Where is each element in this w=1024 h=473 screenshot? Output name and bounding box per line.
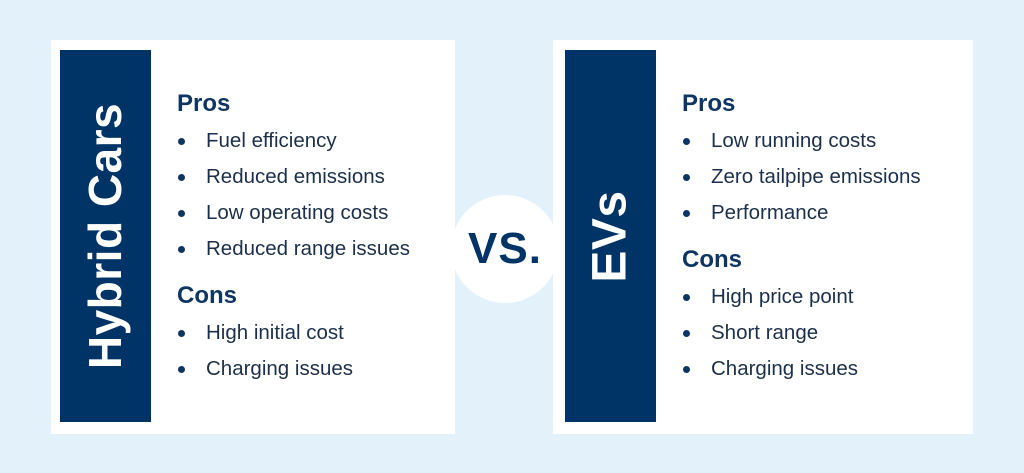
list-item-label: Short range bbox=[711, 321, 819, 344]
hybrid-pros-list: Fuel efficiency Reduced emissions Low op… bbox=[177, 123, 410, 267]
bullet-icon bbox=[178, 246, 185, 253]
evs-title: EVs bbox=[584, 189, 638, 283]
bullet-icon bbox=[178, 138, 185, 145]
list-item-label: Reduced emissions bbox=[206, 165, 385, 188]
bullet-icon bbox=[178, 330, 185, 337]
list-item-label: High price point bbox=[711, 285, 854, 308]
list-item-label: Reduced range issues bbox=[206, 237, 410, 260]
evs-cons-heading: Cons bbox=[682, 246, 742, 273]
vs-badge: VS. bbox=[451, 195, 559, 303]
hybrid-cons-heading: Cons bbox=[177, 282, 237, 309]
list-item: Performance bbox=[682, 195, 921, 231]
hybrid-cars-card: Hybrid Cars Pros Fuel efficiency Reduced… bbox=[51, 40, 455, 434]
bullet-icon bbox=[683, 174, 690, 181]
bullet-icon bbox=[178, 174, 185, 181]
list-item-label: Low operating costs bbox=[206, 201, 389, 224]
list-item: Fuel efficiency bbox=[177, 123, 410, 159]
list-item: Short range bbox=[682, 315, 921, 351]
hybrid-pros-heading: Pros bbox=[177, 90, 231, 117]
evs-pros-list: Low running costs Zero tailpipe emission… bbox=[682, 123, 921, 231]
list-item: Low running costs bbox=[682, 123, 921, 159]
bullet-icon bbox=[178, 210, 185, 217]
bullet-icon bbox=[683, 210, 690, 217]
evs-pros-heading: Pros bbox=[682, 90, 736, 117]
bullet-icon bbox=[683, 366, 690, 373]
evs-cons-list: High price point Short range Charging is… bbox=[682, 279, 921, 387]
bullet-icon bbox=[178, 366, 185, 373]
list-item-label: Charging issues bbox=[711, 357, 858, 380]
list-item-label: Performance bbox=[711, 201, 829, 224]
list-item-label: Low running costs bbox=[711, 129, 877, 152]
vs-label: VS. bbox=[468, 224, 542, 273]
hybrid-cars-content: Pros Fuel efficiency Reduced emissions L… bbox=[177, 90, 410, 387]
bullet-icon bbox=[683, 330, 690, 337]
hybrid-cons-list: High initial cost Charging issues bbox=[177, 315, 410, 387]
list-item: Charging issues bbox=[682, 351, 921, 387]
list-item: Reduced range issues bbox=[177, 231, 410, 267]
list-item: Reduced emissions bbox=[177, 159, 410, 195]
hybrid-cars-title-band: Hybrid Cars bbox=[60, 50, 151, 422]
list-item: Charging issues bbox=[177, 351, 410, 387]
evs-content: Pros Low running costs Zero tailpipe emi… bbox=[682, 90, 921, 387]
list-item: Low operating costs bbox=[177, 195, 410, 231]
list-item: Zero tailpipe emissions bbox=[682, 159, 921, 195]
list-item-label: Zero tailpipe emissions bbox=[711, 165, 921, 188]
evs-title-band: EVs bbox=[565, 50, 656, 422]
list-item: High price point bbox=[682, 279, 921, 315]
bullet-icon bbox=[683, 294, 690, 301]
bullet-icon bbox=[683, 138, 690, 145]
hybrid-cars-title: Hybrid Cars bbox=[79, 102, 132, 370]
list-item: High initial cost bbox=[177, 315, 410, 351]
list-item-label: High initial cost bbox=[206, 321, 344, 344]
evs-card: EVs Pros Low running costs Zero tailpipe… bbox=[553, 40, 973, 434]
list-item-label: Fuel efficiency bbox=[206, 129, 337, 152]
list-item-label: Charging issues bbox=[206, 357, 353, 380]
